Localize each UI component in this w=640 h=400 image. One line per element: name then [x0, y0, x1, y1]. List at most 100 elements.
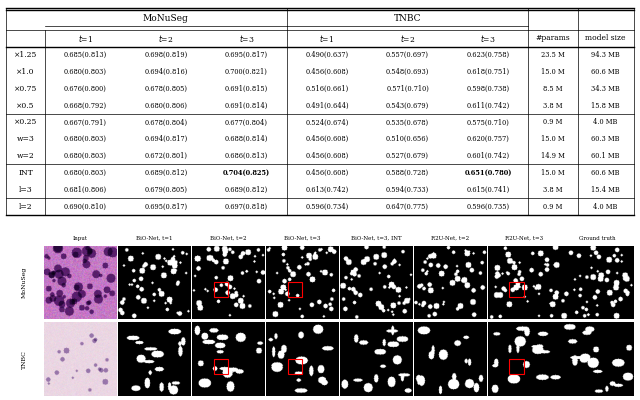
- Text: 0.516(0.661): 0.516(0.661): [305, 85, 349, 93]
- Text: 0.601(0.742): 0.601(0.742): [467, 152, 509, 160]
- Text: 8.5 M: 8.5 M: [543, 85, 563, 93]
- Text: 0.680(0.803): 0.680(0.803): [64, 152, 107, 160]
- Text: R2U-Net, t=2: R2U-Net, t=2: [431, 236, 468, 241]
- Text: $t$=3: $t$=3: [480, 33, 496, 44]
- Text: 0.680(0.806): 0.680(0.806): [145, 102, 188, 110]
- Text: 0.678(0.804): 0.678(0.804): [144, 118, 188, 126]
- Text: #params: #params: [536, 34, 570, 42]
- Text: 0.690(0.810): 0.690(0.810): [64, 202, 107, 210]
- Text: 0.680(0.803): 0.680(0.803): [64, 135, 107, 143]
- Text: model size: model size: [586, 34, 626, 42]
- Text: 0.691(0.815): 0.691(0.815): [225, 85, 268, 93]
- Text: 0.491(0.644): 0.491(0.644): [305, 102, 349, 110]
- Text: BiO-Net, t=1: BiO-Net, t=1: [136, 236, 172, 241]
- Text: 60.6 MB: 60.6 MB: [591, 169, 620, 177]
- Text: 0.668(0.792): 0.668(0.792): [63, 102, 107, 110]
- Text: 3.8 M: 3.8 M: [543, 186, 563, 194]
- Text: 0.524(0.674): 0.524(0.674): [305, 118, 349, 126]
- Text: ×1.0: ×1.0: [17, 68, 35, 76]
- Bar: [509, 359, 524, 374]
- Text: 0.691(0.814): 0.691(0.814): [225, 102, 268, 110]
- Text: 0.695(0.817): 0.695(0.817): [225, 51, 268, 59]
- Text: 15.0 M: 15.0 M: [541, 135, 565, 143]
- Text: INT: INT: [18, 169, 33, 177]
- Text: 15.0 M: 15.0 M: [541, 169, 565, 177]
- Text: 0.647(0.775): 0.647(0.775): [386, 202, 429, 210]
- Text: 0.548(0.693): 0.548(0.693): [386, 68, 429, 76]
- Text: 0.677(0.804): 0.677(0.804): [225, 118, 268, 126]
- Text: 0.456(0.608): 0.456(0.608): [305, 68, 349, 76]
- Text: 0.9 M: 0.9 M: [543, 118, 563, 126]
- Text: $t$=1: $t$=1: [77, 33, 93, 44]
- Text: 34.3 MB: 34.3 MB: [591, 85, 620, 93]
- Text: Input: Input: [73, 236, 88, 241]
- Text: 0.676(0.800): 0.676(0.800): [64, 85, 107, 93]
- Text: 0.535(0.678): 0.535(0.678): [386, 118, 429, 126]
- Text: 15.8 MB: 15.8 MB: [591, 102, 620, 110]
- Text: 60.6 MB: 60.6 MB: [591, 68, 620, 76]
- Text: 0.681(0.806): 0.681(0.806): [63, 186, 107, 194]
- Text: TNBC: TNBC: [22, 350, 27, 369]
- Text: ×0.25: ×0.25: [14, 118, 37, 126]
- Text: 4.0 MB: 4.0 MB: [593, 202, 618, 210]
- Text: 0.688(0.814): 0.688(0.814): [225, 135, 268, 143]
- Bar: [214, 282, 228, 297]
- Text: w=2: w=2: [17, 152, 35, 160]
- Text: 60.3 MB: 60.3 MB: [591, 135, 620, 143]
- Text: TNBC: TNBC: [394, 14, 421, 24]
- Text: 0.695(0.817): 0.695(0.817): [144, 202, 188, 210]
- Text: 0.596(0.734): 0.596(0.734): [305, 202, 349, 210]
- Text: 14.9 M: 14.9 M: [541, 152, 565, 160]
- Text: 0.697(0.818): 0.697(0.818): [225, 202, 268, 210]
- Text: 0.689(0.812): 0.689(0.812): [225, 186, 268, 194]
- Text: BiO-Net, t=2: BiO-Net, t=2: [210, 236, 246, 241]
- Text: $t$=2: $t$=2: [158, 33, 173, 44]
- Text: 23.5 M: 23.5 M: [541, 51, 565, 59]
- Text: MoNuSeg: MoNuSeg: [143, 14, 189, 24]
- Text: $t$=1: $t$=1: [319, 33, 335, 44]
- Text: ×0.5: ×0.5: [17, 102, 35, 110]
- Bar: [509, 282, 524, 297]
- Text: 0.618(0.751): 0.618(0.751): [467, 68, 509, 76]
- Bar: [287, 359, 302, 374]
- Text: 0.667(0.791): 0.667(0.791): [64, 118, 107, 126]
- Text: 0.704(0.825): 0.704(0.825): [223, 169, 270, 177]
- Text: 0.543(0.679): 0.543(0.679): [386, 102, 429, 110]
- Text: 0.456(0.608): 0.456(0.608): [305, 135, 349, 143]
- Text: R2U-Net, t=3: R2U-Net, t=3: [504, 236, 543, 241]
- Text: 15.0 M: 15.0 M: [541, 68, 565, 76]
- Text: 60.1 MB: 60.1 MB: [591, 152, 620, 160]
- Text: Ground truth: Ground truth: [579, 236, 616, 241]
- Text: 0.613(0.742): 0.613(0.742): [305, 186, 349, 194]
- Text: BiO-Net, t=3: BiO-Net, t=3: [284, 236, 320, 241]
- Text: 0.694(0.816): 0.694(0.816): [144, 68, 188, 76]
- Text: 0.615(0.741): 0.615(0.741): [467, 186, 510, 194]
- Text: $t$=2: $t$=2: [400, 33, 415, 44]
- Text: 0.557(0.697): 0.557(0.697): [386, 51, 429, 59]
- Text: 4.0 MB: 4.0 MB: [593, 118, 618, 126]
- Text: 94.3 MB: 94.3 MB: [591, 51, 620, 59]
- Text: 0.651(0.780): 0.651(0.780): [465, 169, 512, 177]
- Text: 0.588(0.728): 0.588(0.728): [386, 169, 429, 177]
- Text: 0.686(0.813): 0.686(0.813): [225, 152, 268, 160]
- Text: 0.620(0.757): 0.620(0.757): [467, 135, 509, 143]
- Text: 0.596(0.735): 0.596(0.735): [467, 202, 509, 210]
- Text: ×1.25: ×1.25: [14, 51, 37, 59]
- Text: 0.689(0.812): 0.689(0.812): [144, 169, 188, 177]
- Text: 0.575(0.710): 0.575(0.710): [467, 118, 509, 126]
- Bar: [287, 282, 302, 297]
- Text: w=3: w=3: [17, 135, 35, 143]
- Text: 0.672(0.801): 0.672(0.801): [145, 152, 188, 160]
- Text: 0.694(0.817): 0.694(0.817): [144, 135, 188, 143]
- Text: 0.571(0.710): 0.571(0.710): [386, 85, 429, 93]
- Text: $t$=3: $t$=3: [239, 33, 254, 44]
- Text: 15.4 MB: 15.4 MB: [591, 186, 620, 194]
- Text: MoNuSeg: MoNuSeg: [22, 267, 27, 298]
- Text: l=3: l=3: [19, 186, 33, 194]
- Text: 0.9 M: 0.9 M: [543, 202, 563, 210]
- Text: 0.679(0.805): 0.679(0.805): [145, 186, 188, 194]
- Text: l=2: l=2: [19, 202, 33, 210]
- Text: 0.598(0.738): 0.598(0.738): [467, 85, 509, 93]
- Text: 0.594(0.733): 0.594(0.733): [386, 186, 429, 194]
- Text: 0.698(0.819): 0.698(0.819): [144, 51, 188, 59]
